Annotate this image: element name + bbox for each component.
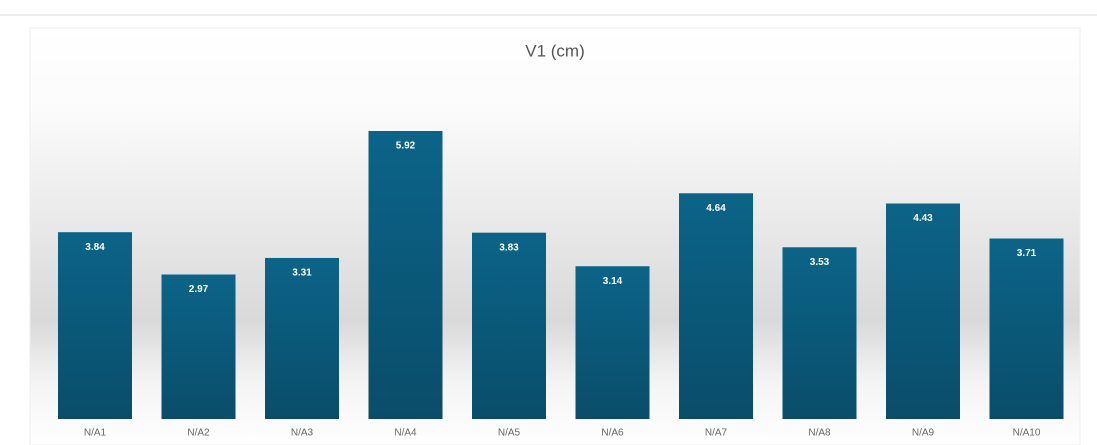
bar: [575, 266, 650, 419]
x-tick-label: N/A2: [187, 428, 210, 439]
data-label: 3.83: [499, 242, 519, 253]
x-tick-label: N/A3: [291, 428, 314, 439]
bar: [265, 257, 339, 419]
data-label: 4.64: [706, 203, 726, 214]
x-tick-label: N/A1: [84, 428, 107, 439]
bar: [58, 232, 132, 419]
bar: [989, 238, 1064, 419]
bar: [472, 232, 546, 419]
data-label: 2.97: [189, 284, 209, 295]
bar: [782, 247, 857, 419]
data-label: 3.84: [85, 242, 105, 253]
bar: [161, 274, 236, 419]
x-tick-label: N/A10: [1013, 428, 1041, 439]
x-tick-label: N/A5: [498, 428, 521, 439]
x-tick-label: N/A9: [912, 428, 935, 439]
data-label: 3.31: [292, 268, 312, 279]
x-tick-label: N/A7: [705, 428, 728, 439]
x-tick-label: N/A4: [394, 428, 417, 439]
chart-title: V1 (cm): [525, 41, 585, 60]
data-label: 3.14: [603, 276, 623, 287]
x-tick-label: N/A8: [808, 428, 831, 439]
bar: [886, 203, 960, 419]
bar: [368, 131, 443, 419]
data-label: 5.92: [396, 141, 416, 152]
bar: [679, 193, 753, 419]
data-label: 3.53: [810, 257, 830, 268]
data-label: 3.71: [1017, 248, 1037, 259]
x-tick-label: N/A6: [601, 428, 624, 439]
data-label: 4.43: [913, 213, 933, 224]
